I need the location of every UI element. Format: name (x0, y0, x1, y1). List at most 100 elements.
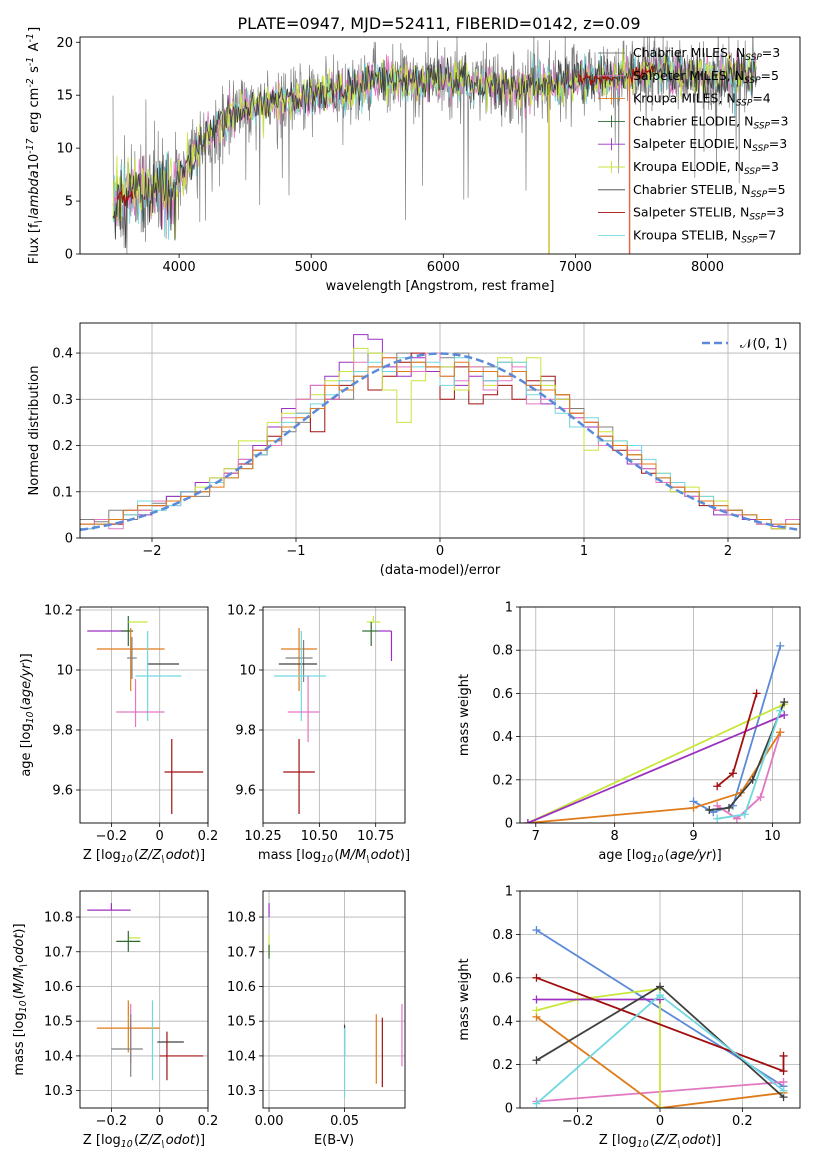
weight-line (527, 714, 785, 823)
x-tick-label: 7000 (559, 260, 592, 275)
z-age-panel: −0.2 0 0.2 9.6 9.8 10 10.2 Z [log10 (Z/Z\ odot)… (19, 604, 218, 866)
y-tick-label: 10 (56, 664, 73, 679)
axes-frame (79, 890, 209, 1109)
y-tick-label: 10.3 (227, 1084, 256, 1099)
x-tick-label: 2 (724, 544, 732, 559)
data-marker (780, 698, 789, 707)
legend-label: 𝒩(0, 1) (740, 337, 787, 352)
y-tick-label: 10.5 (227, 1015, 256, 1030)
axes: −0.2 0 0.2 9.6 9.8 10 10.2 Z [log10 (Z/Z\ odot)… (19, 604, 218, 866)
data-marker (748, 775, 757, 784)
data-marker (532, 926, 541, 935)
x-tick-label: 5000 (295, 260, 328, 275)
y-axis-label: mass weight (457, 674, 472, 756)
plot-area (532, 926, 788, 1108)
y-tick-label: 0.2 (492, 773, 513, 788)
y-axis-label: mass weight (457, 958, 472, 1040)
axes-frame (79, 322, 801, 539)
axes-frame (79, 606, 209, 824)
plot-area (112, 37, 757, 254)
y-tick-label: 10.8 (227, 911, 256, 926)
y-tick-label: 20 (56, 36, 73, 51)
model-line-segment (630, 65, 655, 84)
legend-label: Kroupa STELIB, NSSP=7 (633, 227, 776, 245)
x-axis-label: Z [log10 (Z/Z\ odot)] (83, 1133, 205, 1150)
weight-line (536, 987, 661, 1108)
y-tick-label: 0.3 (52, 393, 73, 408)
y-tick-label: 0.2 (52, 439, 73, 454)
y-tick-label: 9.6 (52, 784, 73, 799)
y-tick-label: 10.7 (44, 945, 73, 960)
x-axis-label: E(B-V) (314, 1133, 354, 1148)
y-tick-label: 0.6 (492, 687, 513, 702)
x-tick-label: 0 (156, 829, 164, 844)
x-axis-label: mass [log10 (M/M\ odot)] (258, 848, 410, 865)
axes: −0.2 0 0.2 10.3 10.4 10.5 10.6 10.7 10.8 Z [log10… (12, 890, 218, 1150)
y-tick-label: 9.8 (235, 724, 256, 739)
x-tick-label: −0.2 (96, 1114, 128, 1129)
x-tick-label: 6000 (427, 260, 460, 275)
y-tick-label: 15 (56, 89, 73, 104)
plot-area (274, 616, 393, 814)
axes: 10.25 10.50 10.75 9.6 9.8 10 10.2 mass [log10 (… (227, 604, 410, 866)
y-tick-label: 9.8 (52, 724, 73, 739)
ebv-mass-panel: 0.00 0.05 10.3 10.4 10.5 10.6 10.7 10.8 E(B-V) (227, 890, 406, 1148)
z-mass-panel: −0.2 0 0.2 10.3 10.4 10.5 10.6 10.7 10.8 Z [log10… (12, 890, 218, 1150)
plot-area (268, 903, 403, 1098)
x-tick-label: 0.2 (198, 829, 219, 844)
data-marker (776, 728, 785, 737)
y-axis-label: age [log10 (age/yr)] (19, 653, 36, 776)
data-marker (532, 1099, 541, 1108)
x-tick-label: −1 (286, 544, 305, 559)
axes-frame (262, 890, 406, 1109)
x-tick-label: 8 (611, 829, 619, 844)
grid (262, 607, 405, 823)
age-weight-panel: 7 8 9 10 0 0.2 0.4 0.6 0.8 1 age [log10 (age/yr)] m… (457, 601, 801, 865)
data-marker (779, 1077, 788, 1086)
legend-label: Salpeter STELIB, NSSP=3 (633, 205, 784, 223)
y-tick-label: 10 (56, 142, 73, 157)
y-tick-label: 0.4 (492, 1015, 513, 1030)
data-marker (705, 806, 714, 815)
data-marker (532, 1056, 541, 1065)
axes-frame (519, 890, 801, 1109)
grid (80, 891, 209, 1108)
data-marker (776, 641, 785, 650)
y-tick-label: 10.3 (44, 1084, 73, 1099)
data-marker (689, 803, 698, 812)
data-marker (532, 973, 541, 982)
histogram-series (80, 347, 800, 530)
normal-curve (80, 352, 800, 532)
x-tick-label: 0.2 (732, 1114, 753, 1129)
plot-area (87, 616, 204, 814)
y-tick-label: 0 (505, 817, 513, 832)
grid (80, 607, 209, 823)
y-tick-label: 10.6 (44, 980, 73, 995)
data-marker (776, 706, 785, 715)
data-marker (779, 1086, 788, 1095)
residual-histogram-panel: −2 −1 0 1 2 0 0.1 0.2 0.3 0.4 (data-model)/error No… (27, 322, 801, 578)
x-tick-label: 10 (764, 829, 781, 844)
figure-title: PLATE=0947, MJD=52411, FIBERID=0142, z=0… (237, 14, 640, 33)
plot-area (523, 641, 789, 823)
x-tick-label: 1 (580, 544, 588, 559)
y-tick-label: 9.6 (235, 784, 256, 799)
data-marker (740, 810, 749, 819)
x-axis-label: Z [log10 (Z/Z\ odot)] (599, 1133, 721, 1150)
legend-label: Chabrier MILES, NSSP=3 (633, 45, 780, 63)
y-tick-label: 10.4 (44, 1049, 73, 1064)
y-tick-label: 0.8 (492, 644, 513, 659)
y-axis-label: mass [log10 (M/M\ odot)] (12, 923, 29, 1075)
data-marker (728, 769, 737, 778)
x-tick-label: 10.25 (244, 829, 281, 844)
axes: −0.2 0 0.2 0 0.2 0.4 0.6 0.8 1 Z [log10 (Z/Z\ odo… (457, 885, 801, 1150)
data-marker (656, 991, 664, 1000)
x-axis-label: wavelength [Angstrom, rest frame] (326, 279, 555, 294)
data-marker (656, 1104, 664, 1108)
axes: −2 −1 0 1 2 0 0.1 0.2 0.3 0.4 (data-model)/error No… (27, 322, 801, 578)
x-axis-label: (data-model)/error (380, 563, 501, 578)
y-tick-label: 10.2 (44, 604, 73, 619)
data-marker (752, 689, 761, 698)
axes: 0.00 0.05 10.3 10.4 10.5 10.6 10.7 10.8 E(B-V) (227, 890, 406, 1148)
y-tick-label: 10.6 (227, 980, 256, 995)
